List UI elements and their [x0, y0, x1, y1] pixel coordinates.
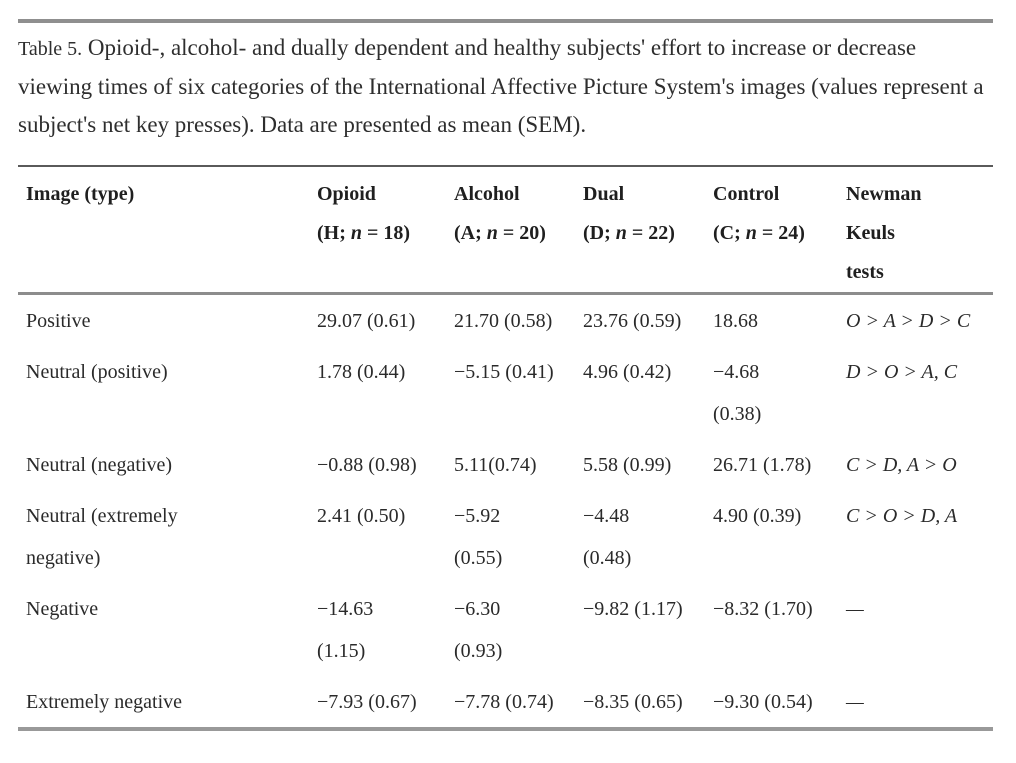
- col-header-opioid-n-post: = 18): [362, 222, 411, 244]
- cell-opioid: −0.88 (0.98): [317, 454, 417, 476]
- cell-control: 4.90 (0.39): [713, 505, 802, 527]
- cell-control: 26.71 (1.78): [713, 454, 812, 476]
- row-label: Neutral (positive): [26, 361, 168, 383]
- cell-dual: 5.58 (0.99): [583, 454, 672, 476]
- cell-dual: −8.35 (0.65): [583, 691, 683, 713]
- header-row: Image (type) Opioid (H; n = 18) Alcohol …: [18, 165, 993, 295]
- table-row-negative: Negative −14.63 (1.15) −6.30 (0.93) −9.8…: [18, 583, 993, 676]
- table-row-neutral-extremely-negative: Neutral (extremely negative) 2.41 (0.50)…: [18, 490, 993, 583]
- row-label: Positive: [26, 310, 91, 332]
- cell-newman-keuls: O > A > D > C: [846, 310, 971, 332]
- col-header-control-n-post: = 24): [756, 222, 805, 244]
- col-header-control-name: Control: [713, 183, 780, 205]
- row-label: Neutral (negative): [26, 454, 173, 476]
- cell-newman-keuls: —: [846, 598, 864, 620]
- col-header-opioid-n-pre: (H;: [317, 222, 351, 244]
- table-row-neutral-positive: Neutral (positive) 1.78 (0.44) −5.15 (0.…: [18, 346, 993, 439]
- cell-newman-keuls: —: [846, 691, 864, 713]
- col-header-dual-n-post: = 22): [626, 222, 675, 244]
- col-header-dual-n-pre: (D;: [583, 222, 616, 244]
- cell-control: 18.68: [713, 310, 758, 332]
- col-header-dual: Dual (D; n = 22): [583, 165, 713, 295]
- cell-alcohol: −7.78 (0.74): [454, 691, 554, 713]
- table-row-neutral-negative: Neutral (negative) −0.88 (0.98) 5.11(0.7…: [18, 439, 993, 490]
- cell-dual: −9.82 (1.17): [583, 598, 683, 620]
- cell-dual: −4.48 (0.48): [583, 505, 632, 569]
- col-header-newman-keuls: Newman Keuls tests: [846, 165, 993, 295]
- cell-dual: 4.96 (0.42): [583, 361, 672, 383]
- bottom-divider: [18, 727, 993, 731]
- cell-alcohol: −6.30 (0.93): [454, 598, 503, 662]
- col-header-alcohol-n-pre: (A;: [454, 222, 487, 244]
- cell-newman-keuls: C > O > D, A: [846, 505, 958, 527]
- col-header-alcohol-n-post: = 20): [497, 222, 546, 244]
- col-header-opioid-n: n: [350, 222, 363, 244]
- table-row-positive: Positive 29.07 (0.61) 21.70 (0.58) 23.76…: [18, 294, 993, 347]
- col-header-opioid-name: Opioid: [317, 183, 376, 205]
- cell-alcohol: 21.70 (0.58): [454, 310, 553, 332]
- cell-dual: 23.76 (0.59): [583, 310, 682, 332]
- paper-page: Table 5. Opioid-, alcohol- and dually de…: [0, 19, 1016, 731]
- cell-control: −9.30 (0.54): [713, 691, 813, 713]
- data-table: Image (type) Opioid (H; n = 18) Alcohol …: [18, 165, 993, 727]
- col-header-control-n-pre: (C;: [713, 222, 746, 244]
- table-row-extremely-negative: Extremely negative −7.93 (0.67) −7.78 (0…: [18, 676, 993, 727]
- cell-control: −8.32 (1.70): [713, 598, 813, 620]
- row-label: Extremely negative: [26, 691, 183, 713]
- col-header-opioid: Opioid (H; n = 18): [317, 165, 454, 295]
- row-label: Neutral (extremely negative): [26, 505, 178, 569]
- cell-newman-keuls: D > O > A, C: [846, 361, 958, 383]
- col-header-dual-name: Dual: [583, 183, 625, 205]
- col-header-control: Control (C; n = 24): [713, 165, 846, 295]
- table-number-label: Table 5.: [18, 38, 83, 60]
- top-divider: [18, 19, 993, 23]
- cell-control: −4.68 (0.38): [713, 361, 762, 425]
- cell-opioid: 1.78 (0.44): [317, 361, 406, 383]
- table-header: Image (type) Opioid (H; n = 18) Alcohol …: [18, 165, 993, 295]
- cell-opioid: 2.41 (0.50): [317, 505, 406, 527]
- cell-opioid: −7.93 (0.67): [317, 691, 417, 713]
- cell-alcohol: 5.11(0.74): [454, 454, 537, 476]
- table-body: Positive 29.07 (0.61) 21.70 (0.58) 23.76…: [18, 294, 993, 728]
- table-caption: Table 5. Opioid-, alcohol- and dually de…: [18, 29, 990, 144]
- col-header-alcohol-name: Alcohol: [454, 183, 520, 205]
- col-header-image-type: Image (type): [18, 165, 317, 295]
- caption-text: Opioid-, alcohol- and dually dependent a…: [18, 35, 984, 137]
- col-header-alcohol: Alcohol (A; n = 20): [454, 165, 583, 295]
- cell-alcohol: −5.92 (0.55): [454, 505, 503, 569]
- cell-opioid: −14.63 (1.15): [317, 598, 374, 662]
- cell-alcohol: −5.15 (0.41): [454, 361, 554, 383]
- cell-newman-keuls: C > D, A > O: [846, 454, 957, 476]
- row-label: Negative: [26, 598, 99, 620]
- cell-opioid: 29.07 (0.61): [317, 310, 416, 332]
- col-header-alcohol-n: n: [486, 222, 498, 244]
- col-header-dual-n: n: [615, 222, 627, 244]
- col-header-control-n: n: [745, 222, 757, 244]
